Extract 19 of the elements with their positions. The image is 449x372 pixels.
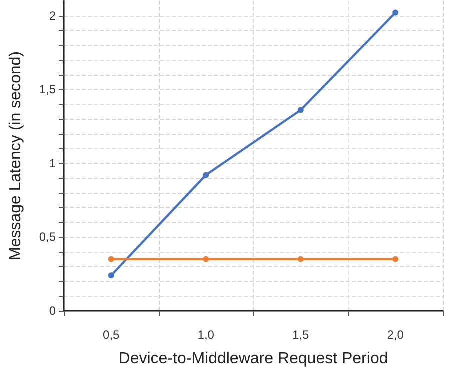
- point: [392, 10, 399, 16]
- y-axis-title: Message Latency (in second): [8, 52, 24, 260]
- y-tick-label: 2: [49, 8, 56, 23]
- y-tick-label: 1,5: [39, 82, 56, 97]
- x-tick-label: 0,5: [103, 328, 120, 342]
- point: [298, 256, 304, 262]
- point: [298, 107, 304, 114]
- x-tick-label: 1,5: [292, 328, 310, 342]
- y-tick-label: 1: [49, 156, 56, 170]
- x-tick-label: 1,0: [198, 328, 215, 342]
- x-tick-label: 2,0: [387, 328, 404, 342]
- y-tick-label: 0,5: [39, 230, 56, 244]
- y-tick-label: 0: [49, 304, 56, 318]
- point: [203, 172, 210, 178]
- point: [108, 256, 114, 262]
- x-axis-title: Device-to-Middleware Request Period: [118, 350, 388, 368]
- point: [392, 256, 399, 262]
- point: [203, 256, 210, 262]
- point: [108, 272, 114, 279]
